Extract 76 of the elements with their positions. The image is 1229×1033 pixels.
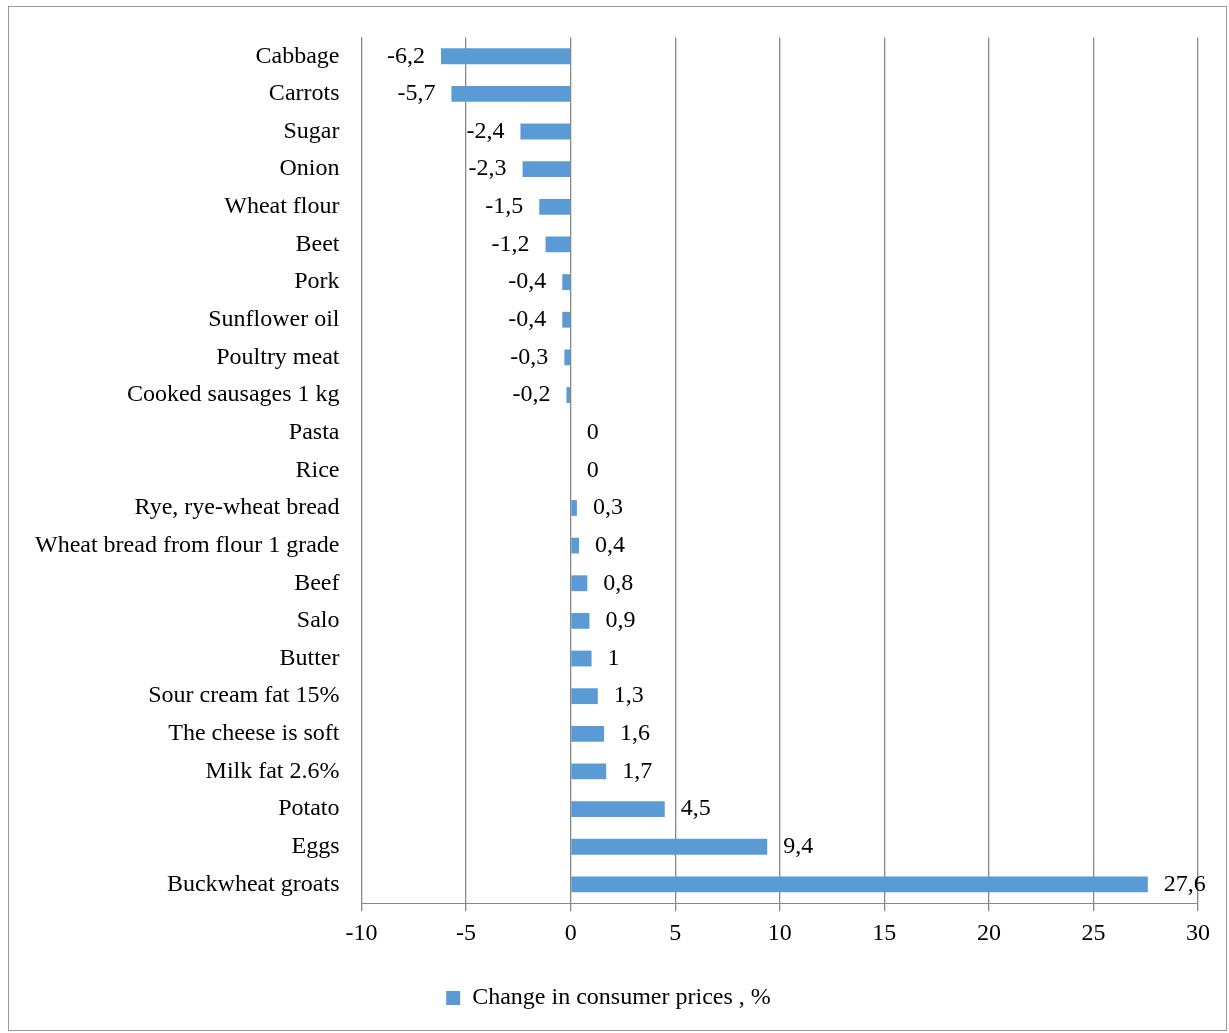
y-tick-label: Sour cream fat 15% xyxy=(148,681,340,708)
bar xyxy=(571,725,605,742)
bar xyxy=(566,387,570,403)
bar xyxy=(562,311,570,328)
bar xyxy=(571,612,590,629)
data-label: 0,8 xyxy=(603,568,634,595)
y-tick-label: Beet xyxy=(295,229,340,256)
bar xyxy=(522,161,570,178)
data-label: 0,3 xyxy=(592,493,623,520)
x-tick-label: 30 xyxy=(1186,918,1210,945)
bar xyxy=(571,650,592,667)
y-tick-label: Salo xyxy=(296,606,340,633)
data-label: 0,9 xyxy=(605,606,636,633)
data-label: 27,6 xyxy=(1163,869,1206,896)
data-label: -2,3 xyxy=(468,154,507,181)
bar xyxy=(571,575,588,592)
data-label: 1,7 xyxy=(622,756,653,783)
data-label: 0 xyxy=(586,417,599,444)
data-label: 1,6 xyxy=(620,719,651,746)
legend-label: Change in consumer prices , % xyxy=(472,983,771,1010)
y-tick-label: Cooked sausages 1 kg xyxy=(126,380,340,407)
y-tick-label: Pasta xyxy=(288,417,340,444)
x-tick-label: 15 xyxy=(872,918,897,945)
data-label: 9,4 xyxy=(783,832,814,859)
bar xyxy=(539,198,570,215)
y-tick-label: Carrots xyxy=(268,79,340,106)
x-tick-label: 20 xyxy=(976,918,1001,945)
data-label: -1,2 xyxy=(491,229,530,256)
y-tick-label: Cabbage xyxy=(255,41,340,68)
y-tick-label: Sugar xyxy=(283,116,340,143)
y-tick-label: Wheat flour xyxy=(224,192,340,219)
x-tick-label: -10 xyxy=(345,918,378,945)
y-tick-label: Buckwheat groats xyxy=(166,869,340,896)
y-tick-label: Butter xyxy=(279,643,340,670)
bar xyxy=(571,688,598,705)
x-tick-label: 25 xyxy=(1081,918,1106,945)
y-tick-label: Sunflower oil xyxy=(208,305,340,332)
y-tick-label: The cheese is soft xyxy=(168,719,340,746)
bar xyxy=(571,838,768,855)
data-label: -2,4 xyxy=(466,116,505,143)
bar xyxy=(562,274,570,290)
bar xyxy=(564,349,570,366)
y-tick-label: Poultry meat xyxy=(216,342,340,369)
bar xyxy=(440,48,570,65)
data-label: 1,3 xyxy=(613,681,644,708)
data-label: -6,2 xyxy=(386,41,425,68)
x-tick-label: 0 xyxy=(564,918,577,945)
bar xyxy=(571,801,665,817)
data-label: 0,4 xyxy=(595,530,626,557)
y-tick-label: Rice xyxy=(295,455,340,482)
data-label: -5,7 xyxy=(397,79,436,106)
y-tick-label: Onion xyxy=(279,154,340,181)
data-label: -0,4 xyxy=(508,305,547,332)
bar xyxy=(571,763,607,780)
y-tick-label: Pork xyxy=(294,267,340,294)
y-tick-label: Beef xyxy=(294,568,340,595)
data-label: -0,4 xyxy=(508,267,547,294)
data-label: 4,5 xyxy=(680,794,711,821)
bar xyxy=(520,123,570,140)
x-tick-label: -5 xyxy=(456,918,477,945)
x-tick-label: 5 xyxy=(669,918,682,945)
x-tick-label: 10 xyxy=(767,918,792,945)
data-label: -0,2 xyxy=(512,380,551,407)
y-tick-label: Wheat bread from flour 1 grade xyxy=(34,530,340,557)
data-label: 1 xyxy=(607,643,620,670)
bar xyxy=(451,85,570,102)
bar xyxy=(545,236,570,253)
data-label: 0 xyxy=(586,455,599,482)
data-label: -0,3 xyxy=(510,342,549,369)
bar xyxy=(571,537,580,554)
data-label: -1,5 xyxy=(485,192,524,219)
y-tick-label: Eggs xyxy=(291,832,340,859)
y-tick-label: Milk fat 2.6% xyxy=(205,756,340,783)
y-tick-label: Rye, rye-wheat bread xyxy=(134,493,340,520)
y-tick-label: Potato xyxy=(278,794,340,821)
bar xyxy=(571,500,577,516)
